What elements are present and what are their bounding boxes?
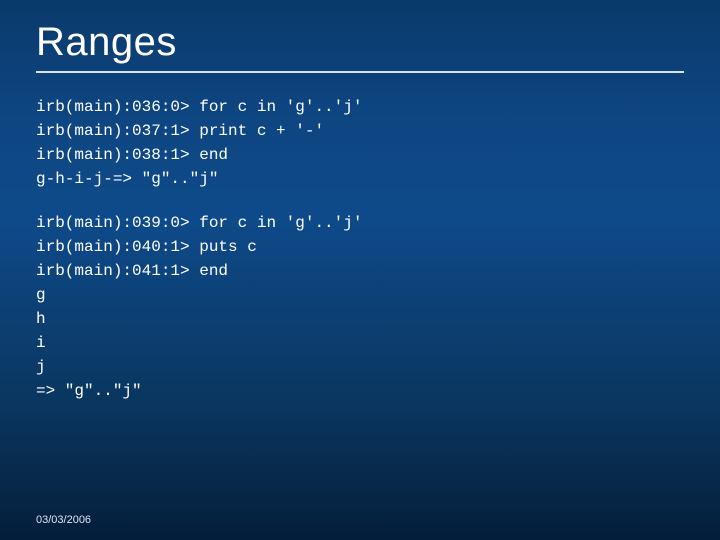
code-block-2: irb(main):039:0> for c in 'g'..'j' irb(m… bbox=[36, 211, 684, 403]
footer-date: 03/03/2006 bbox=[36, 514, 91, 526]
slide: Ranges irb(main):036:0> for c in 'g'..'j… bbox=[0, 0, 720, 540]
code-block-1: irb(main):036:0> for c in 'g'..'j' irb(m… bbox=[36, 95, 684, 191]
title-divider bbox=[36, 71, 684, 73]
page-title: Ranges bbox=[36, 20, 684, 65]
